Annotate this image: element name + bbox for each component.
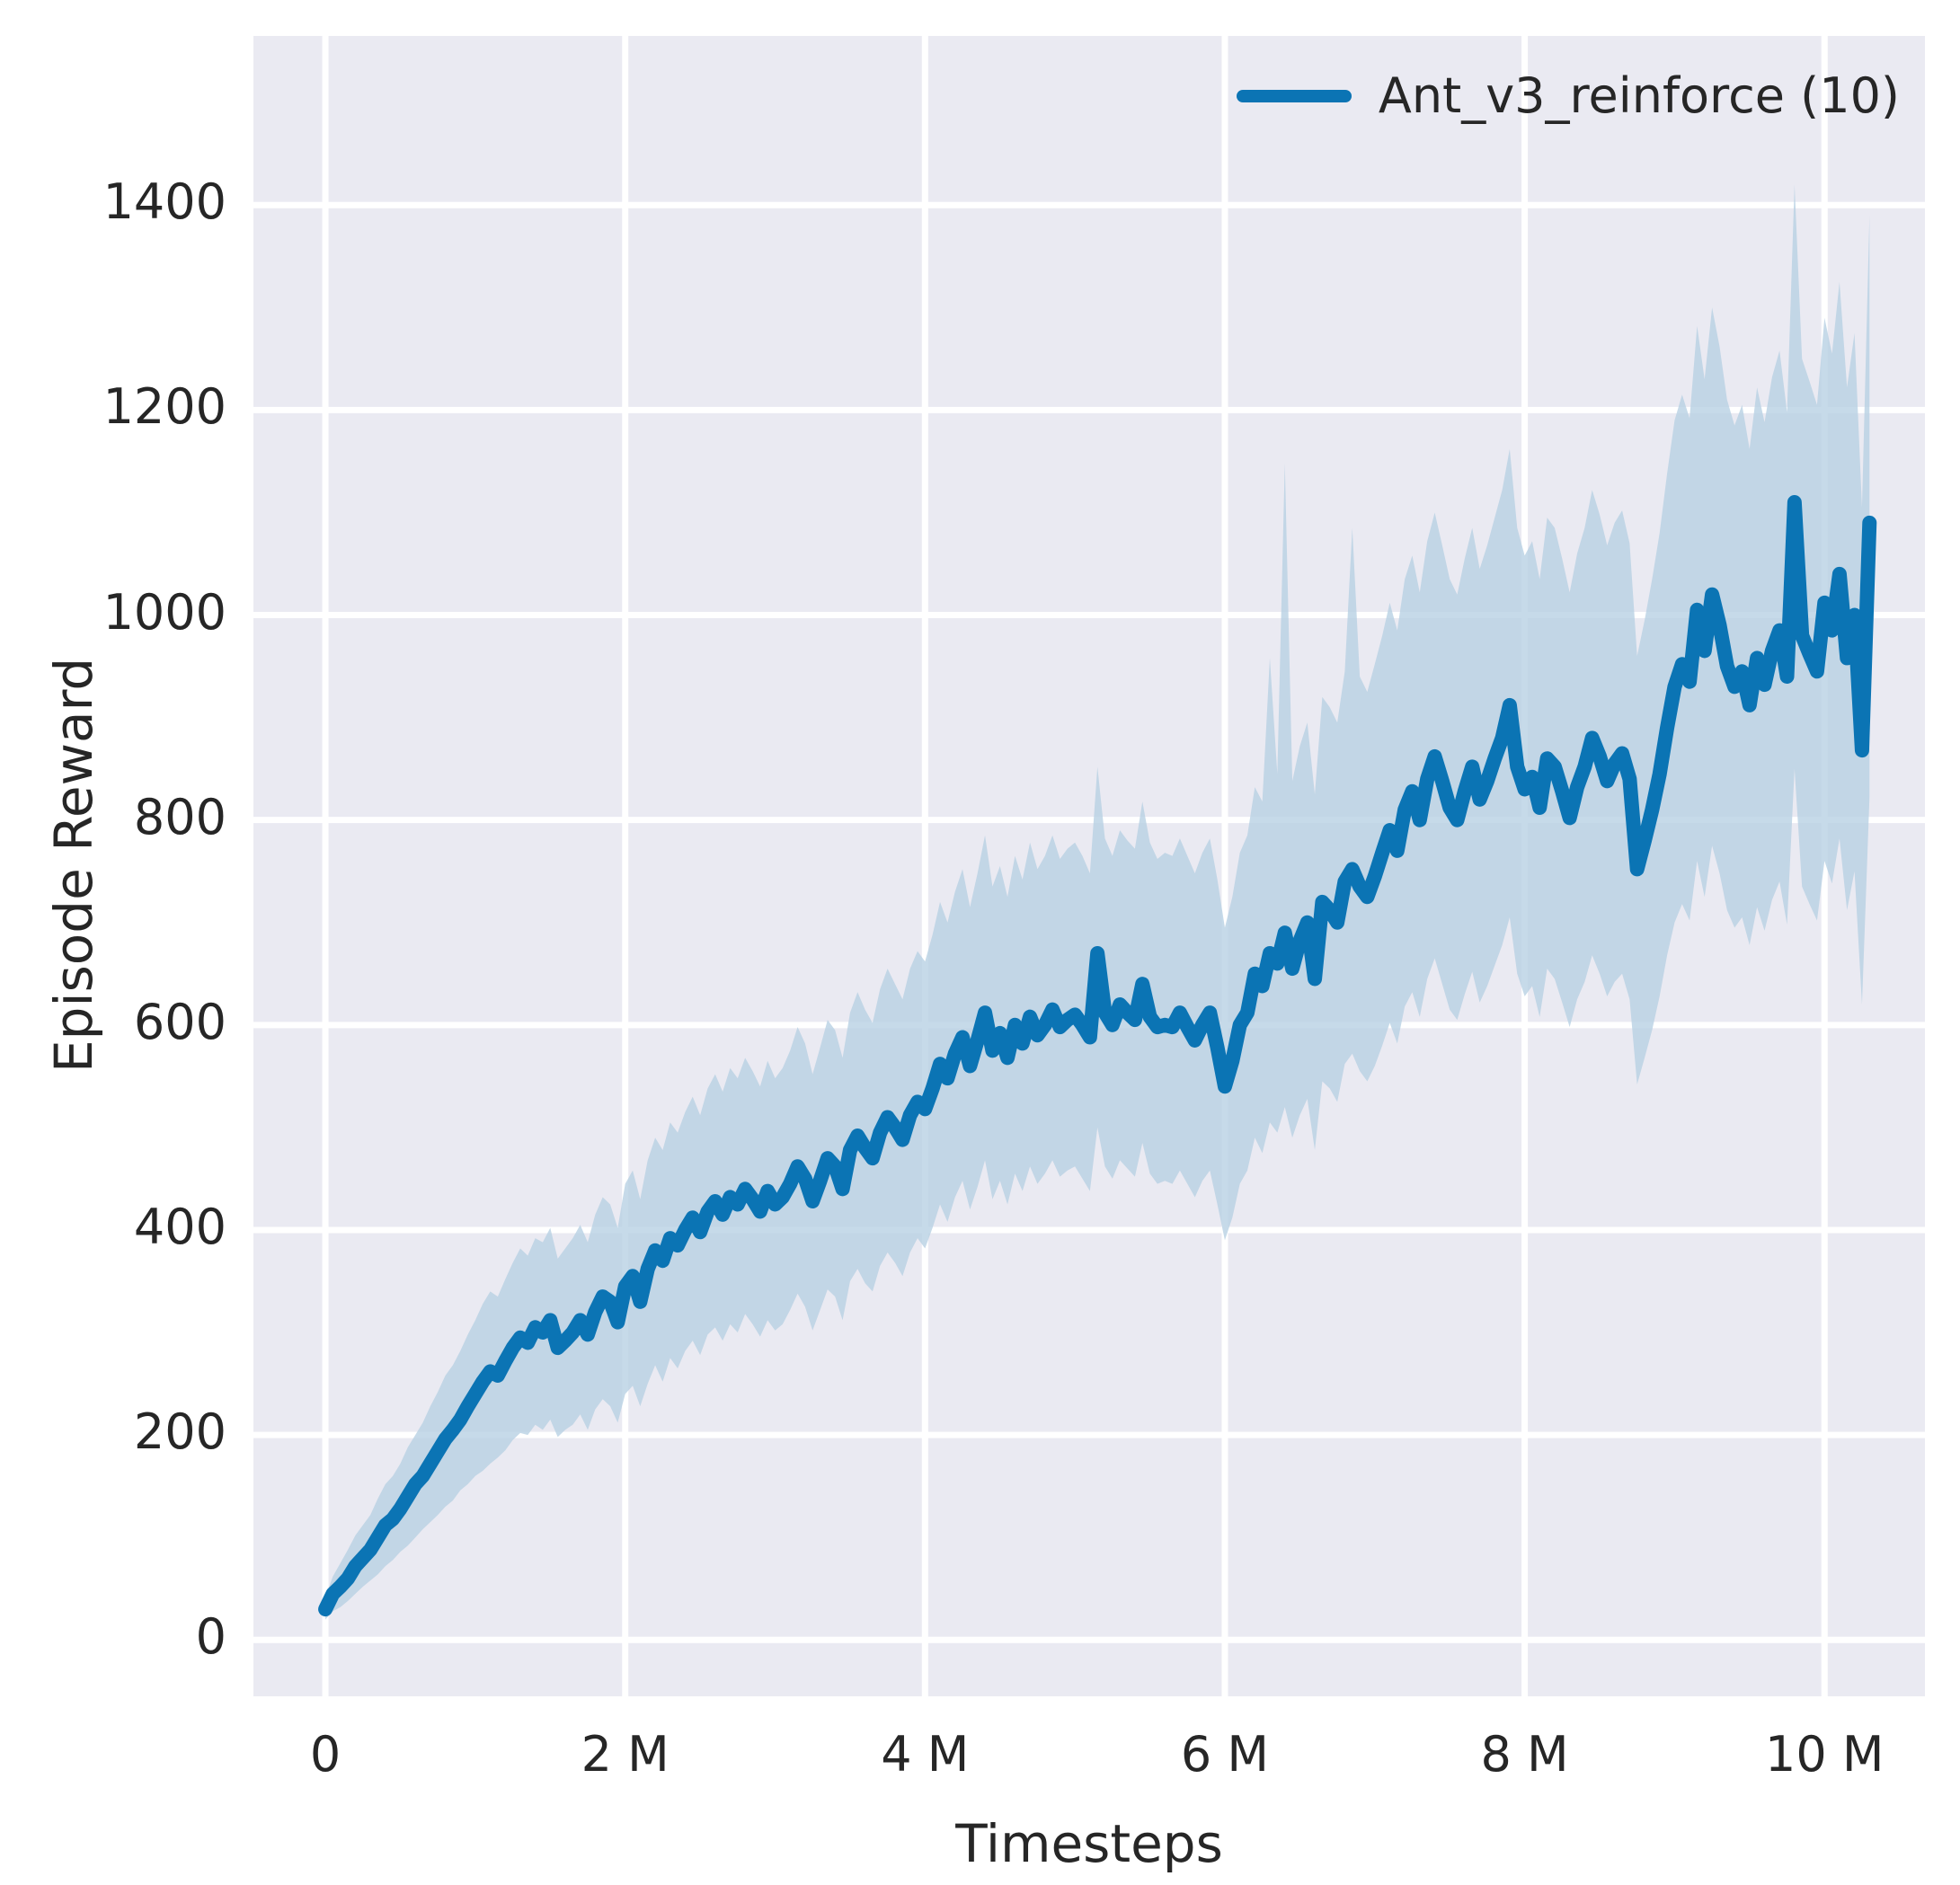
legend-line-swatch (1236, 90, 1352, 102)
series-ant-v3-reinforce (318, 184, 1877, 1620)
legend-label-ant-v3-reinforce: Ant_v3_reinforce (10) (1378, 67, 1900, 124)
y-tick-label: 1200 (102, 378, 226, 436)
y-axis-label: Episode Reward (43, 657, 104, 1073)
x-tick-label: 10 M (1764, 1726, 1885, 1783)
x-tick-label: 0 (309, 1726, 341, 1783)
legend: Ant_v3_reinforce (10) (1236, 67, 1900, 124)
y-tick-label: 400 (133, 1198, 226, 1255)
y-tick-label: 0 (195, 1608, 226, 1666)
x-tick-label: 4 M (881, 1726, 970, 1783)
y-tick-label: 200 (133, 1403, 226, 1461)
x-axis-label: Timesteps (955, 1813, 1223, 1874)
y-tick-label: 600 (133, 993, 226, 1050)
x-tick-label: 8 M (1480, 1726, 1569, 1783)
y-tick-label: 1000 (102, 583, 226, 641)
y-tick-label: 1400 (102, 173, 226, 231)
plot-area: Ant_v3_reinforce (10) (253, 36, 1925, 1696)
x-tick-label: 2 M (581, 1726, 670, 1783)
x-tick-label: 6 M (1180, 1726, 1270, 1783)
y-tick-label: 800 (133, 788, 226, 845)
